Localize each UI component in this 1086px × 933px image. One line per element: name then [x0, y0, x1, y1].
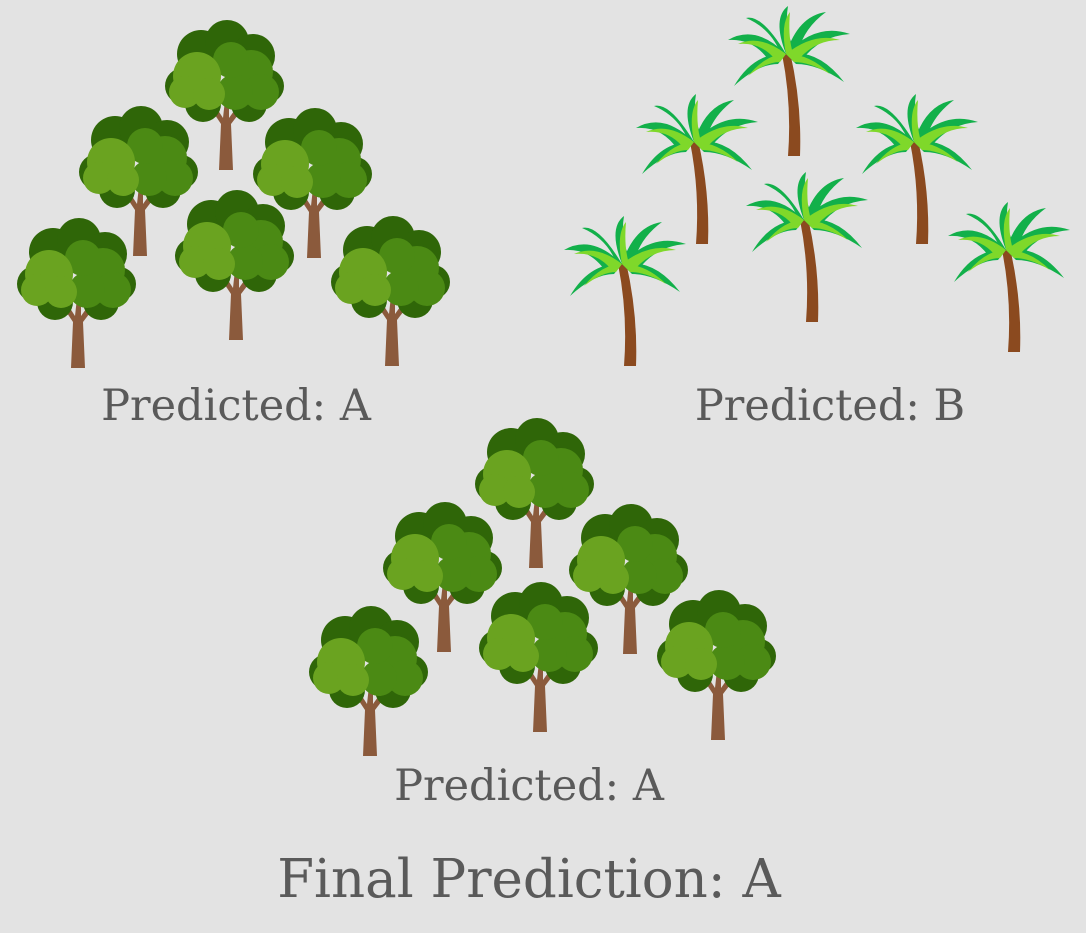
palm-tree-icon — [746, 172, 868, 322]
oak-tree-icon — [17, 218, 136, 368]
oak-tree-icon — [479, 582, 598, 732]
oak-tree-icon — [175, 190, 294, 340]
oak-tree-icon — [657, 590, 776, 740]
palm-tree-icon — [728, 6, 850, 156]
palm-tree-icon — [564, 216, 686, 366]
palm-forest-top-right — [564, 6, 1070, 366]
prediction-label-oak-top: Predicted: A — [101, 381, 371, 431]
oak-tree-icon — [475, 418, 594, 568]
palm-tree-icon — [948, 202, 1070, 352]
palm-tree-icon — [856, 94, 978, 244]
prediction-label-oak-bottom: Predicted: A — [394, 761, 664, 811]
oak-tree-icon — [331, 216, 450, 366]
oak-forest-bottom — [309, 418, 776, 756]
oak-forest-top-left — [17, 20, 450, 368]
final-prediction-label: Final Prediction: A — [277, 849, 781, 910]
oak-tree-icon — [309, 606, 428, 756]
prediction-label-palm: Predicted: B — [694, 381, 966, 431]
palm-tree-icon — [636, 94, 758, 244]
